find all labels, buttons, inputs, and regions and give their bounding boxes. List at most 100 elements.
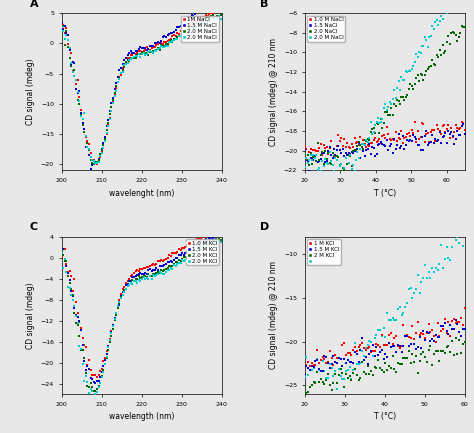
- Point: [146, 273, 154, 280]
- Point: [88, 162, 96, 169]
- Point: [87, 149, 94, 156]
- Point: [85, 365, 93, 372]
- Point: [104, 343, 112, 349]
- Point: [63, 27, 70, 34]
- Point: [122, 285, 130, 292]
- Point: [202, 240, 210, 247]
- Point: [326, 365, 334, 372]
- Point: [305, 149, 313, 155]
- Point: [95, 156, 102, 163]
- Point: [138, 49, 146, 56]
- Point: [330, 168, 338, 174]
- Point: [401, 96, 408, 103]
- Point: [182, 19, 189, 26]
- Point: [385, 362, 393, 369]
- Point: [177, 258, 184, 265]
- Point: [319, 379, 327, 386]
- Point: [149, 271, 157, 278]
- Point: [310, 146, 317, 153]
- Point: [448, 326, 456, 333]
- Point: [459, 325, 466, 332]
- Point: [360, 345, 368, 352]
- Point: [450, 140, 458, 147]
- Point: [370, 129, 377, 136]
- Point: [361, 142, 369, 149]
- Point: [319, 149, 326, 156]
- Point: [215, 230, 223, 237]
- Point: [384, 147, 392, 154]
- Point: [458, 119, 465, 126]
- Point: [96, 374, 104, 381]
- Point: [317, 168, 325, 175]
- Point: [193, 20, 201, 27]
- Point: [201, 18, 209, 25]
- Point: [196, 235, 204, 242]
- Point: [190, 238, 197, 245]
- Point: [91, 159, 99, 166]
- Point: [399, 77, 407, 84]
- Point: [172, 36, 180, 43]
- Point: [458, 22, 465, 29]
- Point: [186, 26, 194, 33]
- Point: [59, 246, 67, 253]
- Point: [180, 258, 188, 265]
- Point: [90, 160, 98, 167]
- Point: [400, 310, 407, 317]
- Point: [442, 128, 449, 135]
- Point: [170, 37, 178, 44]
- Point: [423, 36, 430, 43]
- Point: [321, 145, 329, 152]
- Point: [398, 128, 405, 135]
- Point: [151, 267, 159, 274]
- Point: [332, 153, 339, 160]
- Point: [180, 252, 188, 259]
- Point: [202, 236, 210, 243]
- Point: [61, 246, 69, 252]
- Point: [367, 118, 374, 125]
- Point: [401, 77, 408, 84]
- Point: [206, 1, 213, 8]
- Point: [430, 333, 438, 339]
- Point: [332, 155, 339, 162]
- Point: [382, 350, 389, 357]
- Point: [302, 156, 310, 163]
- Point: [101, 136, 109, 142]
- Point: [408, 66, 416, 73]
- Point: [130, 278, 138, 284]
- Point: [345, 160, 353, 167]
- Point: [88, 384, 96, 391]
- Point: [302, 363, 310, 370]
- Point: [83, 363, 91, 370]
- Point: [120, 61, 128, 68]
- Point: [96, 379, 104, 386]
- Point: [349, 347, 357, 354]
- Point: [383, 366, 391, 373]
- Point: [376, 348, 384, 355]
- Point: [206, 11, 213, 18]
- Point: [430, 127, 438, 134]
- Point: [376, 326, 384, 333]
- Point: [358, 335, 366, 342]
- Point: [337, 355, 344, 362]
- Point: [61, 41, 69, 48]
- Point: [88, 372, 96, 379]
- Point: [346, 372, 353, 379]
- Point: [456, 337, 463, 344]
- Point: [145, 52, 152, 59]
- Point: [383, 124, 391, 131]
- Point: [66, 268, 73, 275]
- Point: [93, 159, 101, 166]
- Point: [157, 262, 165, 269]
- Point: [106, 337, 114, 344]
- Point: [418, 134, 426, 141]
- Point: [191, 17, 199, 24]
- Point: [328, 355, 336, 362]
- Point: [434, 126, 442, 133]
- Point: [331, 370, 339, 377]
- Point: [419, 121, 427, 128]
- Point: [127, 277, 135, 284]
- Point: [128, 50, 136, 57]
- Point: [156, 263, 164, 270]
- Point: [202, 11, 210, 18]
- Point: [170, 29, 178, 36]
